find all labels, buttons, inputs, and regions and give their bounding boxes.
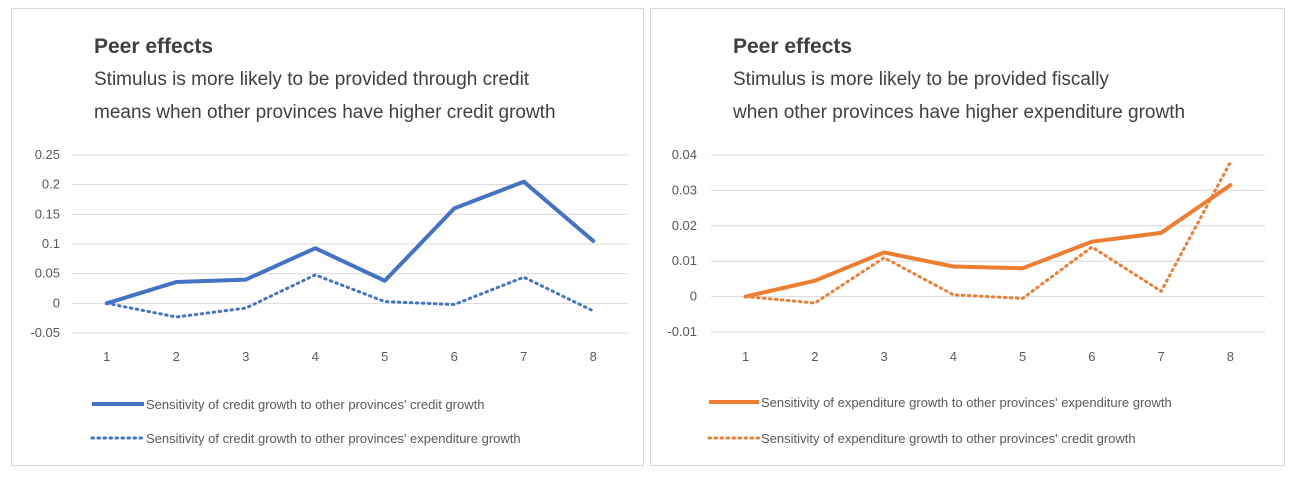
y-tick-label: 0.03	[672, 182, 697, 197]
chart-subtitle-line2: when other provinces have higher expendi…	[733, 102, 1186, 123]
y-tick-label: 0.02	[672, 218, 697, 233]
series-line-solid	[104, 179, 596, 306]
x-tick-label: 8	[590, 349, 597, 364]
x-tick-label: 3	[881, 349, 888, 364]
x-tick-label: 5	[1019, 349, 1026, 364]
x-tick-label: 2	[173, 349, 180, 364]
y-tick-label: 0.05	[35, 266, 60, 281]
line-chart-expenditure: 0.04 0.03 0.02 0.01 0 -0.01 1 2 3 4 5 6 7 8 Sensitivit…	[667, 147, 1265, 446]
x-tick-label: 6	[1088, 349, 1095, 364]
x-tick-label: 5	[381, 349, 388, 364]
series-line-dotted	[744, 160, 1232, 305]
y-tick-label: 0	[690, 289, 697, 304]
x-tick-label: 7	[520, 349, 527, 364]
y-tick-label: 0.15	[35, 206, 60, 221]
legend-label: Sensitivity of credit growth to other pr…	[146, 431, 521, 446]
y-tick-label: 0.1	[42, 236, 60, 251]
y-tick-label: -0.01	[667, 324, 697, 339]
x-tick-label: 3	[242, 349, 249, 364]
legend-label: Sensitivity of credit growth to other pr…	[146, 397, 484, 412]
legend-label: Sensitivity of expenditure growth to oth…	[761, 431, 1136, 446]
x-tick-label: 4	[950, 349, 957, 364]
x-tick-label: 8	[1227, 349, 1234, 364]
chart-panel-right: Peer effects Stimulus is more likely to …	[650, 8, 1285, 466]
x-tick-label: 6	[451, 349, 458, 364]
series-line-solid	[743, 183, 1233, 299]
y-tick-label: 0.25	[35, 147, 60, 162]
x-tick-label: 7	[1158, 349, 1165, 364]
y-tick-label: -0.05	[30, 325, 60, 340]
chart-panel-left: Peer effects Stimulus is more likely to …	[11, 8, 644, 466]
y-tick-label: 0.01	[672, 253, 697, 268]
x-tick-label: 2	[811, 349, 818, 364]
legend-label: Sensitivity of expenditure growth to oth…	[761, 395, 1172, 410]
x-tick-label: 4	[312, 349, 319, 364]
y-tick-label: 0.2	[42, 177, 60, 192]
series-line-dotted	[105, 273, 595, 319]
line-chart-credit: 0.25 0.2 0.15 0.1 0.05 0 -0.05 1 2 3 4 5 6 7 8 Sensitiv…	[30, 147, 628, 446]
chart-title: Peer effects	[94, 35, 214, 58]
chart-subtitle-line2: means when other provinces have higher c…	[94, 102, 556, 123]
chart-subtitle-line1: Stimulus is more likely to be provided f…	[733, 69, 1109, 90]
chart-title: Peer effects	[733, 35, 853, 58]
y-tick-label: 0.04	[672, 147, 697, 162]
x-tick-label: 1	[103, 349, 110, 364]
chart-subtitle-line1: Stimulus is more likely to be provided t…	[94, 69, 530, 90]
y-tick-label: 0	[53, 295, 60, 310]
x-tick-label: 1	[742, 349, 749, 364]
